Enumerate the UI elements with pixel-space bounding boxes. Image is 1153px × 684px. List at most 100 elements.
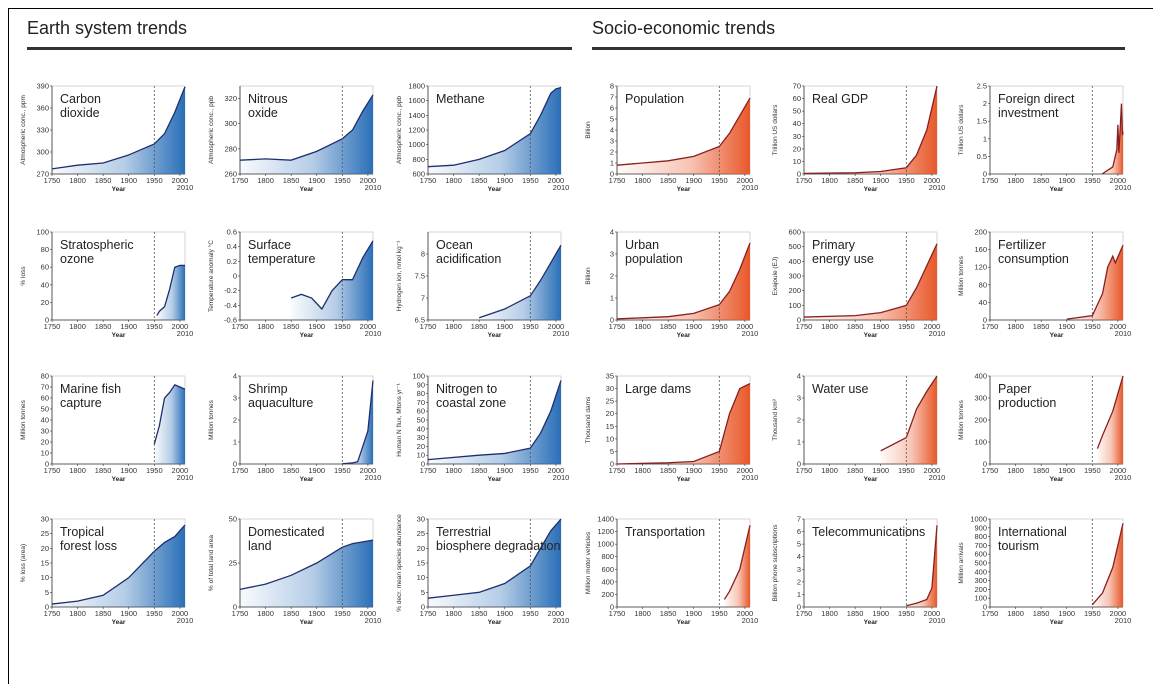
x-tick-label: 1950: [898, 466, 915, 475]
x-tick-label: 1900: [872, 466, 889, 475]
x-tick-label: 1850: [95, 466, 112, 475]
x-tick-label: 1900: [308, 466, 325, 475]
y-tick-label: 10: [793, 157, 801, 166]
y-tick-label: 1: [610, 159, 614, 168]
y-tick-label: 6.5: [415, 316, 425, 325]
y-tick-label: 4: [610, 228, 614, 237]
y-tick-label: 30: [41, 427, 49, 436]
y-tick-label: 50: [229, 515, 237, 524]
x-tick-label: 1800: [445, 322, 462, 331]
chart-transport: 0 200 400 600 800 1000 1200 1400 1750 1800 1850 190…: [585, 515, 758, 627]
x-axis-label: Year: [112, 476, 126, 483]
x-tick-label: 1950: [522, 466, 539, 475]
y-tick-label: 0: [797, 603, 801, 612]
x-tick-label: 2000: [924, 176, 941, 185]
area-fill-ozone: [156, 265, 185, 320]
x-tick-label: 1800: [1007, 176, 1024, 185]
y-tick-label: 1400: [597, 515, 614, 524]
chart-title-line: Fertilizer: [998, 238, 1046, 252]
x-tick-label: 1850: [471, 176, 488, 185]
y-tick-label: 15: [606, 422, 614, 431]
x-tick-label: 1800: [257, 466, 274, 475]
chart-fdi: 0 0.5 1 1.5 2 2.5 1750 1800 1850 1900 1950 20002010…: [958, 82, 1132, 194]
x-tick-label: 1900: [1058, 466, 1075, 475]
x-axis-label: Year: [112, 332, 126, 339]
series-line-urban: [616, 242, 751, 320]
y-tick-label: 25: [41, 529, 49, 538]
y-tick-label: 30: [41, 515, 49, 524]
x-end-label: 2010: [742, 473, 759, 482]
y-tick-label: 25: [606, 397, 614, 406]
y-axis-label: Billion: [585, 267, 592, 285]
y-tick-label: 30: [793, 132, 801, 141]
chart-dams: 0 5 10 15 20 25 30 35 1750 1800 1850 1900 1950 200020…: [585, 372, 759, 484]
x-end-label: 2010: [553, 616, 570, 625]
area-fill-urban: [617, 243, 750, 320]
x-tick-label: 2000: [172, 466, 189, 475]
y-tick-label: 7: [421, 294, 425, 303]
y-tick-label: 60: [41, 394, 49, 403]
x-tick-label: 1950: [711, 322, 728, 331]
y-tick-label: 0.6: [227, 228, 237, 237]
x-tick-label: 1900: [1058, 322, 1075, 331]
x-axis-label: Year: [1050, 476, 1064, 483]
y-tick-label: 0: [233, 603, 237, 612]
y-axis-label: % of total land area: [208, 535, 215, 591]
y-tick-label: 3: [233, 394, 237, 403]
x-tick-label: 1800: [634, 466, 651, 475]
area-fill-fdi: [1102, 103, 1123, 174]
y-tick-label: 0: [45, 603, 49, 612]
x-tick-label: 1750: [44, 322, 61, 331]
y-tick-label: 300: [36, 148, 49, 157]
y-tick-label: 2: [797, 577, 801, 586]
chart-title-line: Methane: [436, 92, 485, 106]
y-tick-label: 60: [41, 263, 49, 272]
x-axis-label: Year: [864, 476, 878, 483]
series-line-tourism: [1091, 523, 1124, 606]
x-tick-label: 1850: [847, 322, 864, 331]
y-tick-label: 1000: [597, 540, 614, 549]
y-tick-label: 0.2: [227, 257, 237, 266]
x-tick-label: 1900: [685, 609, 702, 618]
x-tick-label: 2000: [548, 466, 565, 475]
x-tick-label: 1750: [44, 466, 61, 475]
area-fill-water: [880, 376, 937, 464]
x-tick-label: 1950: [1084, 176, 1101, 185]
y-tick-label: 800: [974, 532, 987, 541]
y-axis-label: % loss: [20, 266, 27, 286]
x-end-label: 2010: [365, 329, 382, 338]
chart-title-line: production: [998, 396, 1056, 410]
y-tick-label: 30: [417, 515, 425, 524]
x-tick-label: 1800: [1007, 322, 1024, 331]
y-axis-label: Million motor vehicles: [585, 531, 592, 594]
y-tick-label: 2: [233, 416, 237, 425]
x-end-label: 2010: [1115, 183, 1132, 192]
x-axis-label: Year: [1050, 186, 1064, 193]
y-tick-label: 2: [610, 148, 614, 157]
y-axis-label: Thousand km³: [772, 398, 779, 440]
y-tick-label: 1400: [408, 111, 425, 120]
x-tick-label: 1750: [420, 466, 437, 475]
y-tick-label: 300: [974, 576, 987, 585]
x-end-label: 2010: [177, 473, 194, 482]
x-tick-label: 1950: [711, 609, 728, 618]
y-tick-label: 80: [417, 389, 425, 398]
x-tick-label: 1900: [308, 609, 325, 618]
y-tick-label: 10: [606, 434, 614, 443]
x-tick-label: 1950: [334, 176, 351, 185]
x-tick-label: 1900: [308, 322, 325, 331]
x-tick-label: 1850: [660, 609, 677, 618]
x-tick-label: 1750: [232, 466, 249, 475]
y-axis-label: % loss (area): [20, 544, 27, 582]
x-tick-label: 1850: [660, 176, 677, 185]
x-tick-label: 1900: [496, 466, 513, 475]
x-tick-label: 1750: [420, 322, 437, 331]
x-tick-label: 1950: [146, 609, 163, 618]
y-tick-label: 30: [417, 433, 425, 442]
x-tick-label: 1750: [44, 609, 61, 618]
x-end-label: 2010: [742, 183, 759, 192]
